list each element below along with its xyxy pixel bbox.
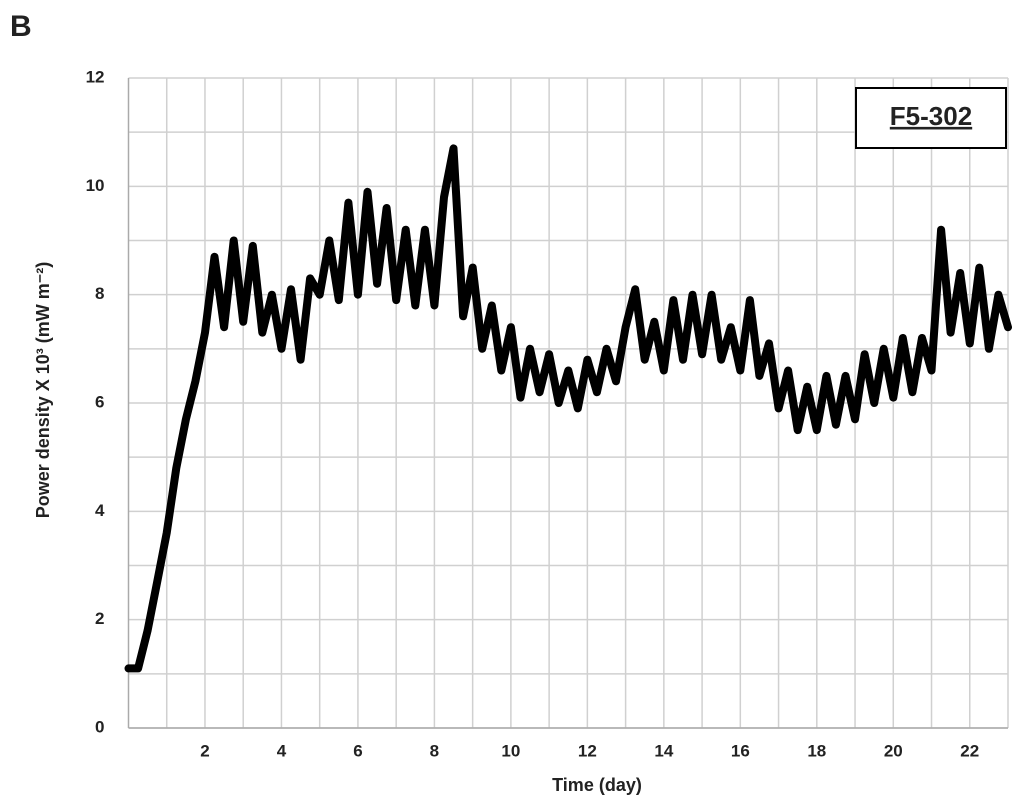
x-tick-label: 18	[807, 741, 826, 760]
y-tick-label: 6	[95, 392, 104, 411]
y-tick-label: 4	[95, 501, 105, 520]
data-line	[124, 144, 1012, 673]
x-tick-label: 16	[731, 741, 750, 760]
x-tick-label: 4	[277, 741, 287, 760]
x-tick-label: 12	[578, 741, 597, 760]
x-tick-label: 22	[960, 741, 979, 760]
y-tick-label: 10	[86, 176, 105, 195]
x-tick-label: 10	[501, 741, 520, 760]
x-tick-label: 2	[200, 741, 209, 760]
annotation-box	[855, 87, 1007, 149]
x-axis-label: Time (day)	[552, 775, 642, 795]
y-tick-label: 12	[86, 67, 105, 86]
panel-label: B	[10, 10, 32, 43]
y-tick-label: 0	[95, 717, 104, 736]
y-tick-label: 2	[95, 609, 104, 628]
x-tick-label: 6	[353, 741, 362, 760]
x-tick-label: 8	[430, 741, 439, 760]
y-axis-label: Power density X 10³ (mW m⁻²)	[33, 262, 53, 519]
x-tick-label: 20	[884, 741, 903, 760]
annotation: F5-302	[890, 101, 972, 131]
x-tick-label: 14	[654, 741, 673, 760]
y-tick-label: 8	[95, 284, 104, 303]
